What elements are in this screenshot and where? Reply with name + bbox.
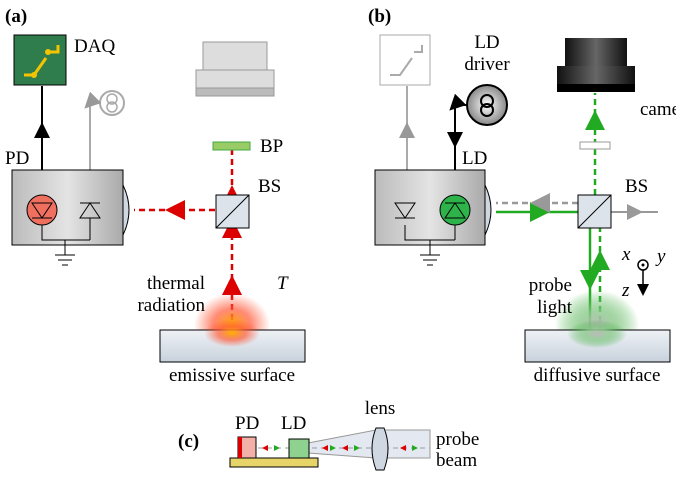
temperature-label: T <box>277 273 289 294</box>
thermal-label: radiation <box>137 295 205 316</box>
panel-label: (b) <box>368 6 391 27</box>
bp-label: BP <box>260 136 283 157</box>
panel-c: (c) PD LD lens probe beam <box>178 398 479 471</box>
bs-label: BS <box>258 176 281 197</box>
printer <box>196 42 274 96</box>
panel-label: (a) <box>5 6 27 27</box>
daq-label: DAQ <box>74 36 115 57</box>
ld-label: LD <box>281 413 306 434</box>
pd-label: PD <box>5 148 29 169</box>
camera <box>557 38 635 92</box>
bandpass-filter <box>213 142 250 150</box>
beam-label: beam <box>436 450 477 471</box>
thermal-label: thermal <box>147 273 205 294</box>
ld-label: LD <box>462 148 487 169</box>
axis-label: x <box>621 244 631 265</box>
pd-label: PD <box>235 413 259 434</box>
base <box>230 458 318 467</box>
laser-diode <box>440 195 470 225</box>
diagram: (a) DAQ PD BP BS thermal radiation T emi… <box>0 0 676 477</box>
camera-label: camera <box>640 99 676 120</box>
panel-b: (b) LD driver camera LD BS x y z probe l… <box>368 6 676 386</box>
beam-label: probe <box>436 429 479 450</box>
panel-a: (a) DAQ PD BP BS thermal radiation T emi… <box>5 6 305 386</box>
driver-label: driver <box>464 54 510 75</box>
surface-label: emissive surface <box>169 365 295 386</box>
lens <box>372 428 388 470</box>
lens <box>123 185 129 235</box>
daq <box>380 35 430 85</box>
daq <box>14 35 66 85</box>
panel-label: (c) <box>178 431 199 452</box>
lens-label: lens <box>365 398 396 419</box>
surface-label: diffusive surface <box>534 365 661 386</box>
driver-label: LD <box>474 32 499 53</box>
laser-diode <box>289 439 309 458</box>
lens <box>485 185 491 235</box>
probe-label: light <box>537 297 573 318</box>
axis-label: y <box>655 246 666 267</box>
probe-beam <box>308 430 430 458</box>
probe-label: probe <box>529 275 572 296</box>
wire <box>90 103 100 170</box>
bs-label: BS <box>625 176 648 197</box>
filter <box>580 142 610 149</box>
photodiode <box>27 195 57 225</box>
